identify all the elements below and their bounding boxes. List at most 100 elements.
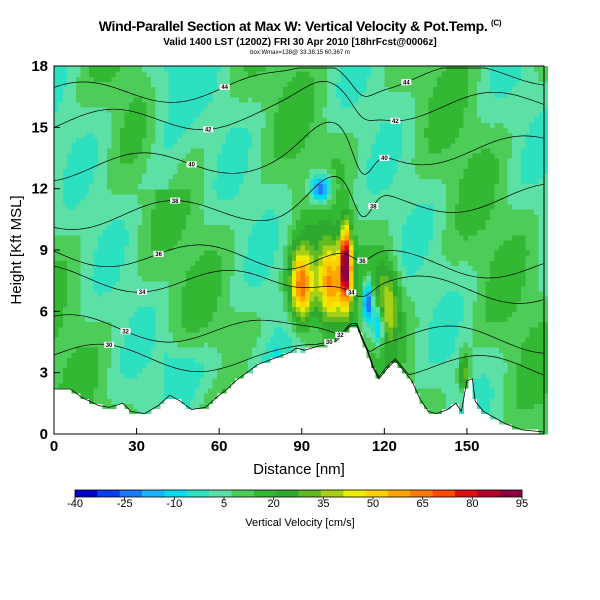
field-cell — [102, 398, 108, 404]
field-cell — [362, 163, 368, 169]
field-cell — [287, 122, 293, 128]
field-cell — [133, 342, 139, 348]
field-cell — [203, 377, 209, 384]
field-cell — [115, 255, 121, 261]
field-cell — [208, 326, 214, 333]
field-cell — [76, 173, 82, 180]
field-cell — [177, 219, 183, 226]
field-cell — [322, 224, 328, 231]
field-cell — [388, 275, 394, 282]
field-cell — [366, 316, 372, 323]
field-cell — [212, 393, 218, 399]
field-cell — [216, 372, 222, 379]
field-cell — [115, 188, 121, 195]
field-cell — [177, 296, 183, 302]
field-cell — [199, 403, 205, 410]
field-cell — [190, 76, 196, 82]
field-cell — [216, 352, 222, 358]
field-cell — [243, 147, 249, 154]
field-cell — [353, 285, 359, 292]
field-cell — [322, 163, 328, 169]
field-cell — [269, 209, 275, 215]
field-cell — [261, 270, 267, 277]
field-cell — [181, 311, 187, 318]
field-cell — [234, 71, 240, 77]
field-cell — [111, 362, 117, 369]
field-cell — [340, 214, 346, 220]
field-cell — [221, 306, 227, 312]
field-cell — [353, 198, 359, 205]
field-cell — [375, 173, 381, 180]
field-cell — [216, 101, 222, 108]
field-cell — [393, 132, 399, 139]
field-cell — [115, 112, 121, 118]
field-cell — [168, 367, 174, 374]
field-cell — [133, 265, 139, 272]
field-cell — [247, 71, 253, 77]
field-cell — [331, 193, 337, 200]
field-cell — [181, 188, 187, 195]
field-cell — [243, 255, 249, 261]
field-cell — [62, 86, 68, 93]
field-cell — [388, 132, 394, 139]
field-cell — [71, 66, 77, 72]
field-cell — [401, 229, 407, 236]
field-cell — [406, 229, 412, 236]
field-cell — [379, 96, 385, 103]
field-cell — [115, 326, 121, 333]
field-cell — [291, 311, 297, 318]
field-cell — [150, 393, 156, 399]
field-cell — [252, 250, 258, 256]
field-cell — [155, 158, 161, 164]
field-cell — [164, 132, 170, 139]
field-cell — [353, 173, 359, 180]
field-cell — [137, 377, 143, 384]
field-cell — [84, 306, 90, 312]
field-cell — [283, 193, 289, 200]
field-cell — [181, 229, 187, 236]
field-cell — [384, 250, 390, 256]
field-cell — [106, 265, 112, 272]
field-cell — [80, 127, 86, 134]
field-cell — [71, 152, 77, 159]
field-cell — [318, 244, 324, 251]
field-cell — [256, 86, 262, 93]
field-cell — [309, 224, 315, 231]
field-cell — [58, 321, 64, 328]
field-cell — [230, 224, 236, 231]
field-cell — [357, 234, 363, 241]
field-cell — [115, 198, 121, 205]
field-cell — [98, 178, 104, 185]
field-cell — [168, 372, 174, 379]
field-cell — [62, 311, 68, 318]
field-cell — [305, 193, 311, 200]
field-cell — [335, 209, 341, 215]
field-cell — [194, 260, 200, 266]
field-cell — [283, 301, 289, 307]
field-cell — [384, 122, 390, 128]
field-cell — [278, 347, 284, 353]
field-cell — [102, 290, 108, 297]
field-cell — [133, 158, 139, 164]
field-cell — [89, 336, 95, 343]
field-cell — [98, 388, 104, 394]
field-cell — [216, 198, 222, 205]
field-cell — [137, 86, 143, 93]
field-cell — [120, 96, 126, 103]
field-cell — [344, 255, 350, 261]
field-cell — [349, 204, 355, 210]
field-cell — [335, 219, 341, 226]
field-cell — [84, 117, 90, 123]
field-cell — [243, 142, 249, 149]
field-cell — [406, 290, 412, 297]
field-cell — [58, 101, 64, 108]
field-cell — [379, 112, 385, 118]
field-cell — [128, 137, 134, 144]
field-cell — [190, 66, 196, 72]
field-cell — [261, 163, 267, 169]
field-cell — [375, 101, 381, 108]
field-cell — [111, 301, 117, 307]
field-cell — [80, 382, 86, 389]
field-cell — [313, 163, 319, 169]
field-cell — [313, 158, 319, 164]
